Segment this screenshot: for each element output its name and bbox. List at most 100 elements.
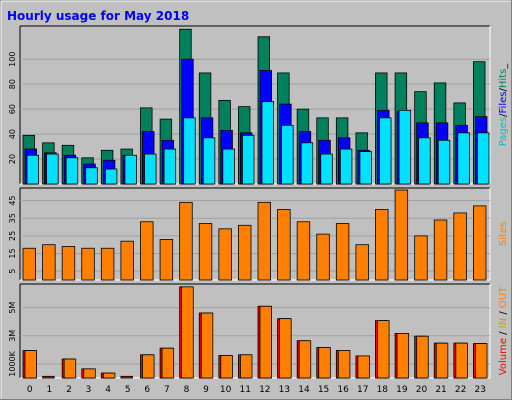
bar-out-17 [357,355,370,379]
axis-label-part: IN [498,318,509,328]
bar-sites-15 [316,233,330,281]
x-tick-label: 14 [298,385,310,395]
x-tick-label: 16 [337,385,349,395]
bar-pages-18 [379,117,392,185]
bar-out-3 [83,368,96,379]
x-tick-label: 10 [220,385,232,395]
bar-volume-5 [120,375,133,379]
bar-out-15 [318,347,331,379]
bar-sites-9 [198,223,213,281]
bar-sites-11 [238,224,252,281]
bar-out-12 [259,305,272,379]
y-tick-label: 15 [8,248,17,258]
bar-sites-18 [375,209,389,281]
bar-pages-23 [477,132,490,185]
bar-sites-20 [414,235,428,281]
bar-out-9 [200,312,214,379]
y-tick-label: 5 [8,269,17,274]
volume-in-out-panel: 1000K 3M 5M Volume / IN / OUT [8,283,509,379]
bar-out-4 [102,372,116,379]
bar-sites-16 [335,223,350,281]
bar-sites-23 [473,205,487,281]
bar-sites-7 [159,239,174,281]
bar-out-18 [377,320,390,379]
bar-out-14 [298,340,312,379]
bar-pages-11 [242,134,255,185]
bar-out-23 [475,343,488,379]
bar-out-13 [279,318,292,379]
bar-sites-1 [42,244,56,281]
x-tick-label: 19 [396,385,408,395]
x-tick-label: 8 [184,385,190,395]
bar-sites-10 [218,228,232,281]
bar-sites-6 [140,221,154,281]
bar-out-0 [24,350,37,379]
bar-pages-22 [457,132,470,185]
bar-out-11 [240,354,253,379]
bar-pages-9 [202,137,216,185]
y-tick-label: 60 [8,104,17,114]
bar-volume-1 [42,375,55,379]
x-tick-label: 6 [144,385,150,395]
y-tick-label: 100 [8,52,17,67]
y-tick-label: 3M [8,330,17,342]
y-tick-label: 5M [8,302,17,314]
axis-label-part: OUT [498,286,509,308]
bar-sites-17 [355,244,369,281]
bar-sites-5 [120,240,134,281]
bar-pages-4 [104,168,118,185]
bar-out-2 [63,358,77,379]
bar-pages-14 [300,142,314,185]
axis-label-part: Sites [498,222,509,246]
bar-pages-7 [163,148,177,185]
bar-out-20 [416,335,429,379]
y-tick-label: 40 [8,129,17,139]
bar-sites-4 [100,247,115,281]
bar-out-7 [161,347,175,379]
bar-pages-10 [222,148,235,185]
bar-sites-14 [296,221,311,281]
y-tick-label: 45 [8,195,17,205]
x-tick-label: 17 [357,385,368,395]
bar-sites-8 [179,201,193,281]
bar-pages-17 [359,151,372,185]
x-tick-label: 22 [455,385,466,395]
bar-pages-6 [144,153,157,185]
bar-pages-0 [26,154,39,185]
y-tick-label: 25 [8,231,17,241]
x-tick-label: 11 [239,385,250,395]
bar-pages-16 [339,148,353,185]
x-tick-label: 15 [318,385,329,395]
bar-pages-15 [320,153,333,185]
volume-in-out-axis-label: Volume / IN / OUT [498,286,509,375]
x-axis-labels: 0 1 2 3 4 5 6 7 8 9 10 11 12 13 14 15 16 17 18 19 20 21 22 23 [27,385,486,395]
axis-label-part: Hits [498,69,509,88]
bar-pages-21 [437,139,451,185]
x-tick-label: 20 [416,385,428,395]
sites-panel: 5 15 25 35 45 Sites [8,187,509,281]
bar-sites-3 [81,247,95,281]
x-tick-label: 7 [164,385,170,395]
bar-sites-19 [394,189,409,281]
x-tick-label: 5 [125,385,131,395]
bar-pages-2 [65,157,79,185]
bar-out-10 [220,355,233,379]
x-tick-label: 2 [66,385,72,395]
bar-out-16 [337,350,351,379]
axis-label-part: / [498,113,509,117]
x-tick-label: 1 [47,385,53,395]
bar-out-19 [396,333,410,379]
bar-sites-2 [61,246,76,281]
x-tick-label: 3 [86,385,92,395]
axis-label-part: _ [498,63,509,70]
bar-pages-8 [183,117,196,185]
plot-area [20,284,490,378]
bar-pages-13 [281,124,294,185]
bar-pages-1 [46,153,59,185]
bar-out-8 [181,286,194,379]
bar-pages-5 [124,154,137,185]
axis-label-part: / [498,328,509,338]
bar-out-6 [142,354,155,379]
